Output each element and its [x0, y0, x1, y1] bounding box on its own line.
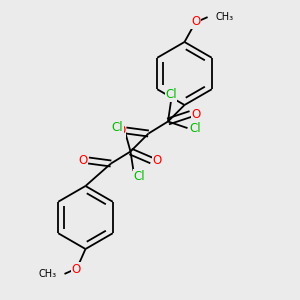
Text: Cl: Cl [134, 170, 145, 183]
Text: CH₃: CH₃ [39, 269, 57, 279]
Text: O: O [191, 15, 200, 28]
Text: O: O [152, 154, 161, 167]
Text: O: O [72, 263, 81, 276]
Text: O: O [191, 107, 200, 121]
Text: Cl: Cl [165, 88, 177, 101]
Text: Cl: Cl [189, 122, 201, 135]
Text: O: O [79, 154, 88, 167]
Text: CH₃: CH₃ [215, 12, 233, 22]
Text: Cl: Cl [112, 121, 123, 134]
Text: O: O [116, 124, 125, 137]
